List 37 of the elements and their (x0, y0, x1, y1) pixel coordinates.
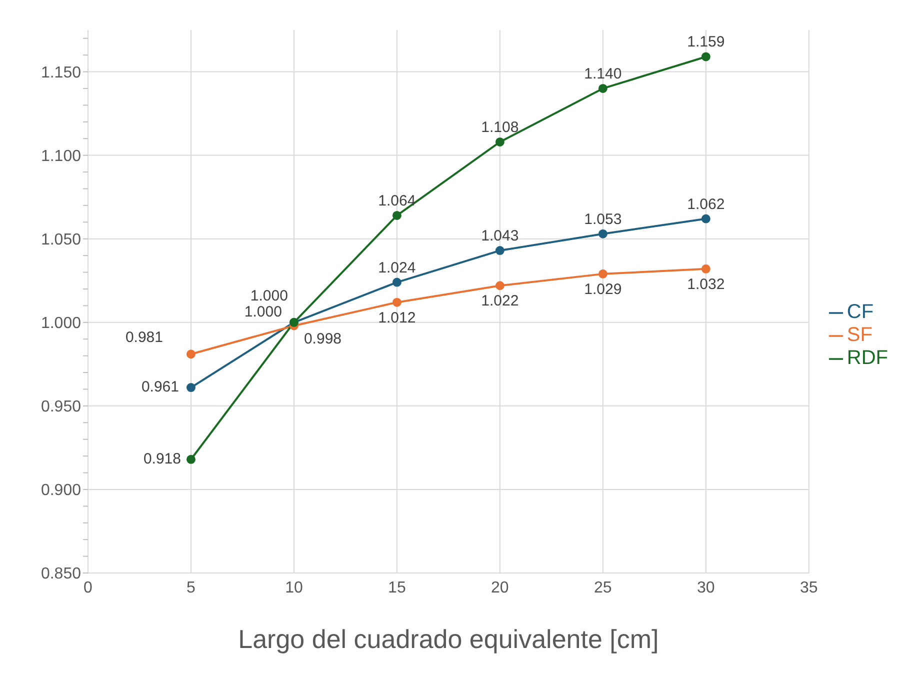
y-tick-label: 1.050 (40, 232, 82, 249)
y-tick-label: 1.100 (40, 148, 82, 165)
data-label: 1.000 (244, 303, 282, 320)
y-tick-label: 0.900 (40, 482, 82, 500)
x-axis-title: Largo del cuadrado equivalente [cm] (238, 624, 659, 654)
y-tick-label: 1.150 (40, 64, 82, 82)
data-label: 0.998 (304, 330, 342, 348)
legend-label: RDF (846, 347, 888, 369)
data-label: 0.918 (143, 450, 181, 468)
data-label: 1.053 (584, 210, 622, 228)
data-label: 1.024 (378, 259, 416, 276)
data-label: 1.012 (378, 309, 416, 326)
data-label: 1.064 (378, 192, 416, 210)
data-label: 1.043 (481, 228, 519, 245)
data-label: 1.159 (687, 34, 725, 51)
x-tick-label: 20 (491, 579, 509, 596)
y-tick-label: 0.950 (40, 398, 82, 416)
x-tick-label: 5 (186, 579, 196, 596)
y-tick-label: 0.850 (40, 566, 82, 583)
x-tick-label: 25 (594, 579, 612, 596)
data-label: 1.032 (687, 276, 725, 293)
data-label: 1.108 (481, 118, 519, 136)
data-label: 1.140 (584, 65, 622, 82)
x-tick-label: 0 (84, 579, 93, 596)
data-label: 0.961 (141, 378, 179, 396)
legend-label: SF (846, 324, 872, 346)
data-label: 1.000 (250, 287, 288, 304)
data-label: 0.981 (125, 329, 163, 346)
data-label: 1.062 (687, 196, 725, 213)
x-tick-label: 15 (388, 579, 406, 596)
x-tick-label: 10 (285, 579, 303, 596)
y-tick-label: 1.000 (40, 315, 82, 332)
data-label: 1.029 (584, 280, 622, 298)
data-label: 1.022 (481, 292, 519, 310)
x-tick-label: 35 (800, 579, 818, 596)
x-tick-label: 30 (697, 579, 715, 596)
legend-label: CF (846, 301, 874, 323)
